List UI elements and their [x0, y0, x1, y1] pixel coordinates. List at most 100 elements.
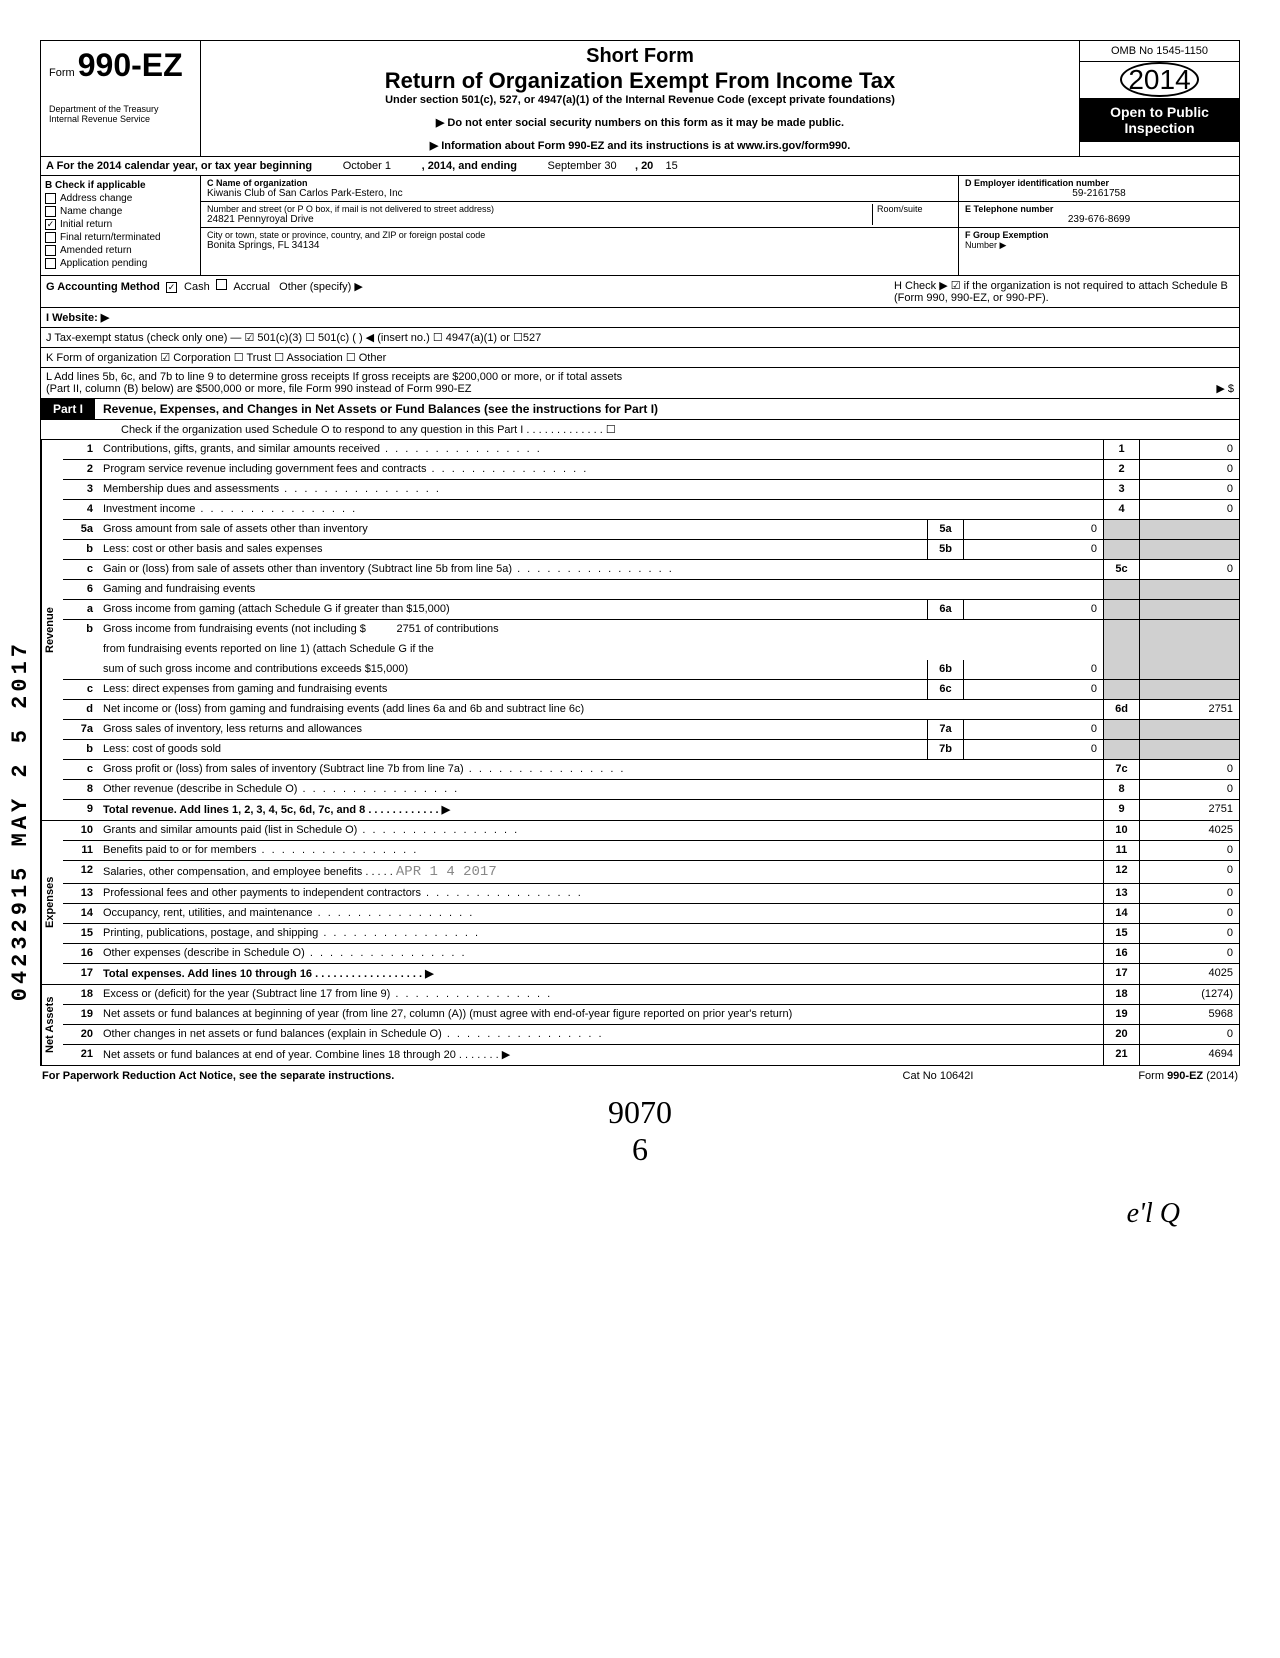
- section-bcdef: B Check if applicable Address change Nam…: [41, 176, 1239, 276]
- row-desc: from fundraising events reported on line…: [99, 640, 1103, 660]
- checkbox-address[interactable]: [45, 193, 56, 204]
- row-desc: Gaming and fundraising events: [99, 580, 1103, 599]
- row-num: 14: [63, 904, 99, 923]
- box-num: 3: [1103, 480, 1139, 499]
- box-val: 2751: [1139, 800, 1239, 820]
- handwritten-signature: e'l Q: [40, 1198, 1240, 1230]
- check-label: Address change: [60, 193, 132, 204]
- netassets-group: Net Assets 18Excess or (deficit) for the…: [41, 985, 1239, 1065]
- mid-val: 0: [963, 740, 1103, 759]
- e-value: 239-676-8699: [965, 214, 1233, 225]
- part-1-label: Part I: [41, 399, 95, 419]
- row-desc: Excess or (deficit) for the year (Subtra…: [99, 985, 1103, 1004]
- row-num: 20: [63, 1025, 99, 1044]
- row-desc: Professional fees and other payments to …: [99, 884, 1103, 903]
- mid-num: 7a: [927, 720, 963, 739]
- checkbox-cash[interactable]: ✓: [166, 282, 177, 293]
- date-stamp: APR 1 4 2017: [396, 864, 497, 880]
- mid-num: 7b: [927, 740, 963, 759]
- row-desc: Gross profit or (loss) from sales of inv…: [99, 760, 1103, 779]
- row-num: 10: [63, 821, 99, 840]
- room-label: Room/suite: [877, 204, 952, 214]
- box-val: 0: [1139, 861, 1239, 883]
- row-desc: Printing, publications, postage, and shi…: [99, 924, 1103, 943]
- line-a-begin: October 1: [343, 160, 391, 172]
- row-desc: Other expenses (describe in Schedule O): [99, 944, 1103, 963]
- row-desc: Membership dues and assessments: [99, 480, 1103, 499]
- box-num: 13: [1103, 884, 1139, 903]
- box-num: 20: [1103, 1025, 1139, 1044]
- mid-num: 5a: [927, 520, 963, 539]
- tax-year: 2014: [1080, 62, 1239, 98]
- box-num: 11: [1103, 841, 1139, 860]
- box-val: 0: [1139, 560, 1239, 579]
- d-label: D Employer identification number: [965, 178, 1233, 188]
- city-label: City or town, state or province, country…: [207, 230, 952, 240]
- checkbox-final[interactable]: [45, 232, 56, 243]
- row-desc: Gross sales of inventory, less returns a…: [99, 720, 927, 739]
- row-num: b: [63, 620, 99, 640]
- box-num: 1: [1103, 440, 1139, 459]
- box-num: 2: [1103, 460, 1139, 479]
- row-num: 6: [63, 580, 99, 599]
- c-value: Kiwanis Club of San Carlos Park-Estero, …: [207, 188, 952, 199]
- part-1-title: Revenue, Expenses, and Changes in Net As…: [95, 399, 1239, 419]
- row-desc: Benefits paid to or for members: [99, 841, 1103, 860]
- checkbox-amended[interactable]: [45, 245, 56, 256]
- check-label: Initial return: [60, 219, 112, 230]
- row-desc: Net income or (loss) from gaming and fun…: [99, 700, 1103, 719]
- checkbox-pending[interactable]: [45, 258, 56, 269]
- mid-val: 0: [963, 520, 1103, 539]
- box-val: 4025: [1139, 821, 1239, 840]
- section-b: B Check if applicable Address change Nam…: [41, 176, 201, 275]
- row-desc: Gross income from fundraising events (no…: [99, 620, 1103, 640]
- checkbox-accrual[interactable]: [216, 279, 227, 290]
- title-main: Return of Organization Exempt From Incom…: [211, 68, 1069, 94]
- row-desc: Program service revenue including govern…: [99, 460, 1103, 479]
- header-right: OMB No 1545-1150 2014 Open to Public Ins…: [1079, 41, 1239, 156]
- part-1-sub: Check if the organization used Schedule …: [41, 420, 1239, 440]
- row-desc: Gross amount from sale of assets other t…: [99, 520, 927, 539]
- val-shaded: [1139, 540, 1239, 559]
- row-num: d: [63, 700, 99, 719]
- checkbox-name[interactable]: [45, 206, 56, 217]
- row-num: 19: [63, 1005, 99, 1024]
- row-num: 3: [63, 480, 99, 499]
- row-desc: sum of such gross income and contributio…: [99, 660, 927, 679]
- row-desc: Less: cost or other basis and sales expe…: [99, 540, 927, 559]
- mid-val: 0: [963, 540, 1103, 559]
- row-num: b: [63, 740, 99, 759]
- line-a-yrlbl: , 20: [635, 160, 653, 172]
- box-val: 0: [1139, 841, 1239, 860]
- other-label: Other (specify) ▶: [279, 281, 363, 293]
- box-val: 0: [1139, 884, 1239, 903]
- line-k: K Form of organization ☑ Corporation ☐ T…: [41, 348, 1239, 368]
- row-desc: Net assets or fund balances at end of ye…: [99, 1045, 1103, 1065]
- check-label: Amended return: [60, 245, 132, 256]
- box-num: 17: [1103, 964, 1139, 984]
- section-b-header: B Check if applicable: [45, 180, 196, 191]
- open-to-public: Open to Public Inspection: [1080, 98, 1239, 142]
- line-a-mid: , 2014, and ending: [422, 160, 517, 172]
- section-c: C Name of organization Kiwanis Club of S…: [201, 176, 959, 275]
- subtitle: Under section 501(c), 527, or 4947(a)(1)…: [211, 94, 1069, 106]
- row-num: 8: [63, 780, 99, 799]
- row-num: 5a: [63, 520, 99, 539]
- row-num: 21: [63, 1045, 99, 1065]
- box-num: 19: [1103, 1005, 1139, 1024]
- box-num: 18: [1103, 985, 1139, 1004]
- box-val: 0: [1139, 780, 1239, 799]
- title-short: Short Form: [211, 45, 1069, 68]
- row-desc: Less: direct expenses from gaming and fu…: [99, 680, 927, 699]
- mid-num: 6b: [927, 660, 963, 679]
- box-val: 0: [1139, 1025, 1239, 1044]
- box-val: 0: [1139, 924, 1239, 943]
- revenue-group: Revenue 1Contributions, gifts, grants, a…: [41, 440, 1239, 821]
- check-label: Final return/terminated: [60, 232, 161, 243]
- check-label: Application pending: [60, 258, 147, 269]
- mid-val: 0: [963, 680, 1103, 699]
- row-desc: Less: cost of goods sold: [99, 740, 927, 759]
- checkbox-initial[interactable]: ✓: [45, 219, 56, 230]
- row-num: 1: [63, 440, 99, 459]
- city-value: Bonita Springs, FL 34134: [207, 240, 952, 251]
